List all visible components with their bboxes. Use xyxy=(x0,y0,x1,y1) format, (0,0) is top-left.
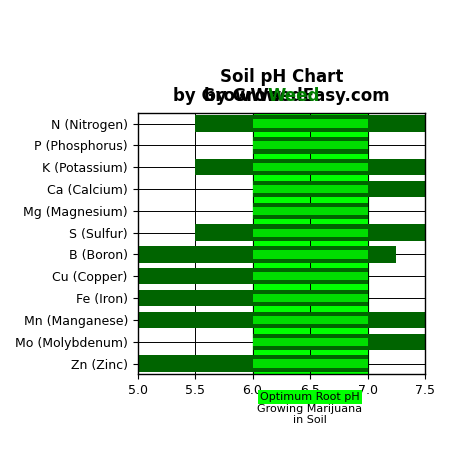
Bar xyxy=(252,112,368,374)
Bar xyxy=(252,207,368,215)
Bar xyxy=(252,360,368,368)
Bar xyxy=(252,141,368,149)
Text: by GrowWeedEasy.com: by GrowWeedEasy.com xyxy=(173,87,390,105)
Bar xyxy=(195,225,425,241)
Bar xyxy=(252,333,425,350)
Bar xyxy=(138,268,368,284)
Bar xyxy=(138,246,396,263)
Bar xyxy=(252,250,368,259)
Text: Optimum Root pH: Optimum Root pH xyxy=(260,392,360,402)
Bar xyxy=(252,202,368,219)
Text: Soil pH Chart: Soil pH Chart xyxy=(220,68,343,86)
Text: Weed: Weed xyxy=(268,87,320,105)
Text: by Grow: by Grow xyxy=(204,87,281,105)
Bar xyxy=(252,185,368,193)
Bar xyxy=(252,163,368,171)
Bar xyxy=(252,229,368,237)
Bar xyxy=(252,338,368,346)
Bar xyxy=(138,290,368,306)
Bar xyxy=(252,181,425,197)
Bar xyxy=(252,119,368,128)
Text: Growing Marijuana
in Soil: Growing Marijuana in Soil xyxy=(257,404,363,425)
Bar xyxy=(252,137,368,153)
Bar xyxy=(195,159,425,176)
Bar xyxy=(252,294,368,302)
Bar xyxy=(195,115,425,132)
Bar xyxy=(138,356,368,372)
Bar xyxy=(252,316,368,324)
Bar xyxy=(138,312,425,328)
Bar xyxy=(252,272,368,280)
